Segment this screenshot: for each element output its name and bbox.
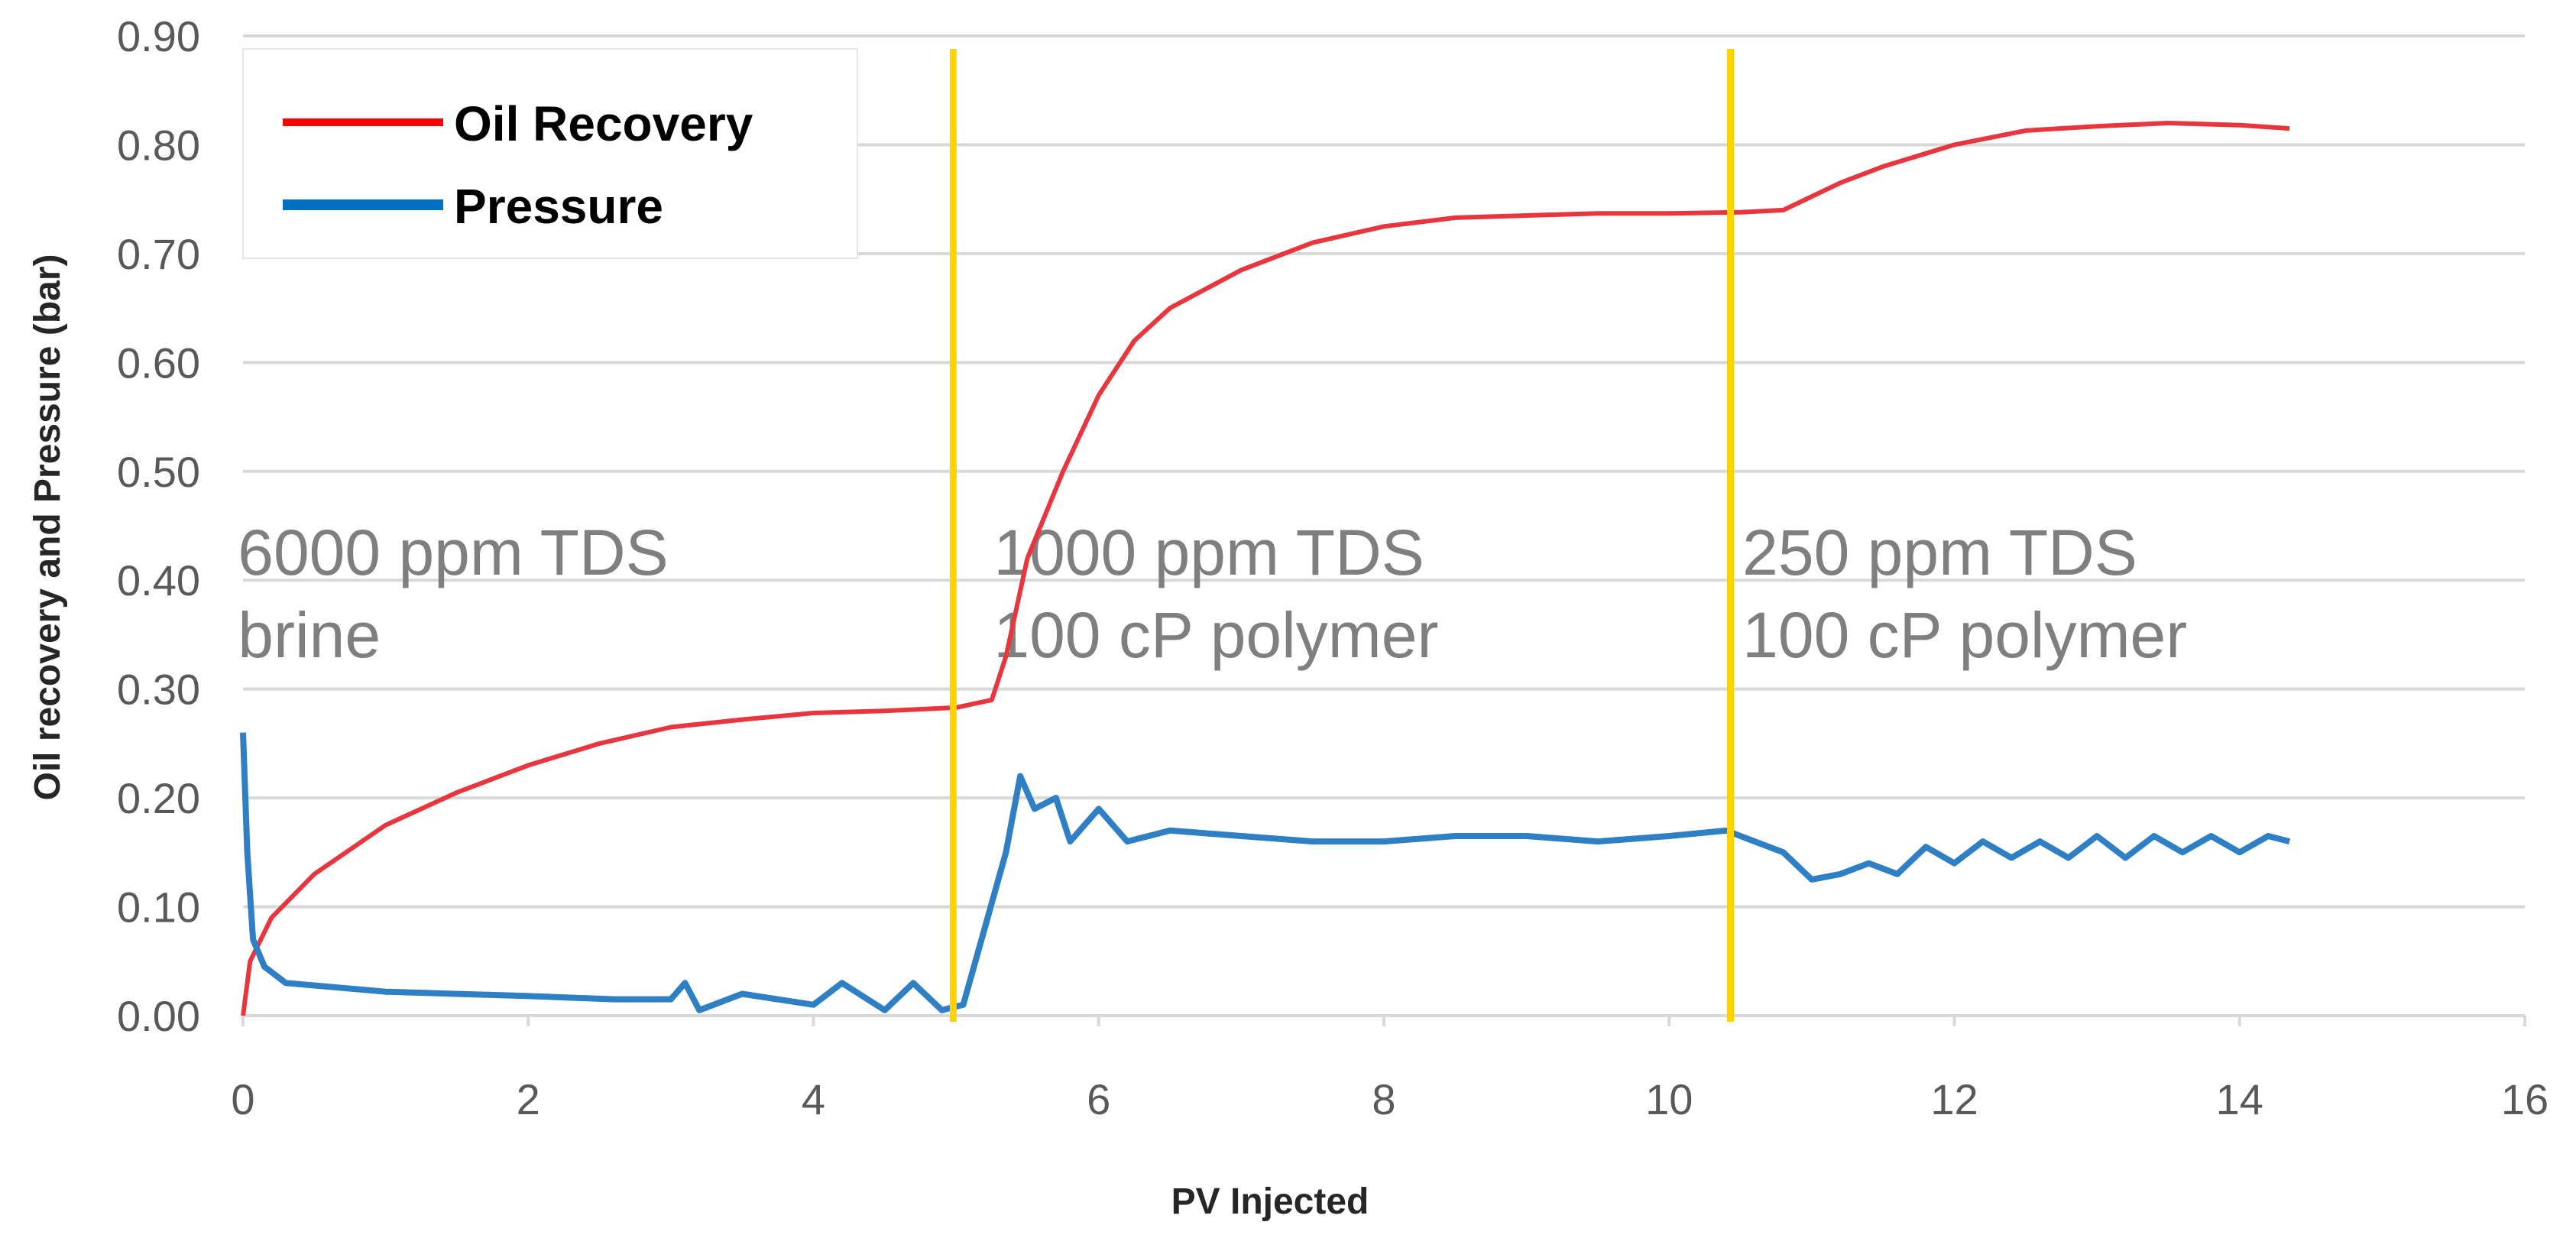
y-tick-label: 0.60 <box>117 339 200 387</box>
x-tick-label: 6 <box>1087 1075 1110 1123</box>
x-tick-label: 0 <box>231 1075 254 1123</box>
region-annotation: 1000 ppm TDS 100 cP polymer <box>993 517 1438 671</box>
annotation-line: brine <box>238 599 381 671</box>
legend-box <box>242 48 858 259</box>
y-tick-label: 0.90 <box>117 12 200 60</box>
y-tick-label: 0.10 <box>117 883 200 932</box>
x-tick-label: 4 <box>802 1075 825 1123</box>
annotations: 6000 ppm TDS brine 1000 ppm TDS 100 cP poly… <box>238 517 2187 671</box>
x-tick-labels: 0 2 4 6 8 10 12 14 16 <box>231 1075 2548 1123</box>
y-tick-label: 0.70 <box>117 230 200 278</box>
x-tick-label: 2 <box>517 1075 540 1123</box>
x-tick-label: 10 <box>1645 1075 1693 1123</box>
x-tick-label: 8 <box>1372 1075 1395 1123</box>
series-lines <box>240 121 2291 1016</box>
y-axis-title: Oil recovery and Pressure (bar) <box>28 254 68 801</box>
pressure-line <box>240 732 2291 1013</box>
x-axis-title: PV Injected <box>1171 1181 1369 1222</box>
region-annotation: 6000 ppm TDS brine <box>238 517 668 671</box>
vertical-markers <box>949 49 1734 1022</box>
annotation-line: 1000 ppm TDS <box>993 517 1424 588</box>
annotation-line: 250 ppm TDS <box>1742 517 2137 588</box>
oil-recovery-line <box>241 121 2290 1016</box>
y-tick-label: 0.20 <box>117 774 200 822</box>
y-tick-labels: 0.00 0.10 0.20 0.30 0.40 0.50 0.60 0.70 0.80 0.90 <box>117 12 200 1040</box>
legend-oil-recovery-label: Oil Recovery <box>454 96 753 151</box>
annotation-line: 100 cP polymer <box>993 599 1438 671</box>
gridlines <box>241 34 2526 1026</box>
region-annotation: 250 ppm TDS 100 cP polymer <box>1742 517 2187 671</box>
x-tick-label: 14 <box>2216 1075 2263 1123</box>
y-tick-label: 0.80 <box>117 121 200 169</box>
x-tick-label: 16 <box>2501 1075 2548 1123</box>
annotation-line: 100 cP polymer <box>1742 599 2187 671</box>
annotation-line: 6000 ppm TDS <box>238 517 668 588</box>
y-tick-label: 0.40 <box>117 556 200 604</box>
legend-pressure-label: Pressure <box>454 179 663 234</box>
y-tick-label: 0.50 <box>117 448 200 496</box>
y-tick-label: 0.00 <box>117 992 200 1040</box>
x-tick-label: 12 <box>1930 1075 1978 1123</box>
legend: Oil Recovery Pressure <box>242 48 858 259</box>
y-tick-label: 0.30 <box>117 666 200 714</box>
